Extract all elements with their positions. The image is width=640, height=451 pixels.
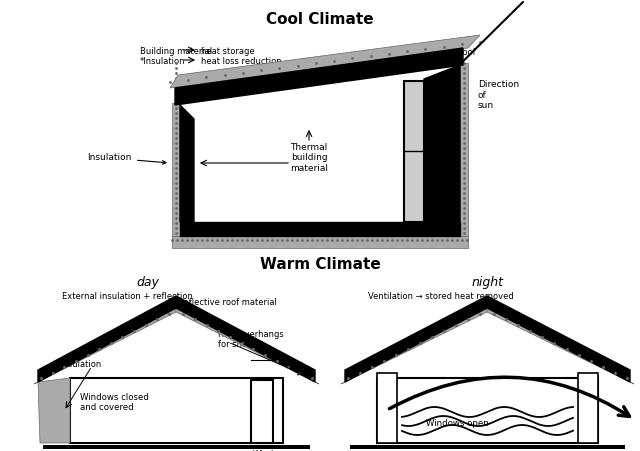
Text: Warm Climate: Warm Climate — [260, 257, 380, 272]
Bar — [578, 373, 598, 443]
Bar — [43, 445, 310, 449]
Polygon shape — [38, 296, 176, 382]
Text: Reflective roof material: Reflective roof material — [178, 298, 277, 307]
Text: Ventilation → stored heat removed: Ventilation → stored heat removed — [368, 292, 514, 301]
Polygon shape — [345, 296, 487, 382]
Text: Thermal
building
material: Thermal building material — [290, 143, 328, 173]
Polygon shape — [424, 65, 460, 222]
Text: Building material: Building material — [140, 47, 212, 56]
Polygon shape — [180, 222, 460, 236]
Polygon shape — [175, 48, 463, 105]
Text: heat loss reduction: heat loss reduction — [201, 57, 282, 66]
Bar — [70, 378, 283, 443]
Text: Windows open: Windows open — [426, 419, 488, 428]
Polygon shape — [34, 308, 176, 384]
Text: Window: Window — [412, 226, 445, 235]
Text: day: day — [136, 276, 159, 289]
Text: Insulation: Insulation — [60, 360, 101, 369]
Text: Direction
of
sun: Direction of sun — [478, 80, 519, 110]
Polygon shape — [487, 308, 634, 384]
Text: Roof overhangs
for shade: Roof overhangs for shade — [218, 330, 284, 350]
Polygon shape — [176, 308, 319, 384]
Bar — [377, 373, 397, 443]
Polygon shape — [194, 79, 424, 222]
Text: *Insulation: *Insulation — [140, 57, 186, 66]
Text: heat storage: heat storage — [201, 47, 255, 56]
Text: External insulation + reflection: External insulation + reflection — [62, 292, 193, 301]
Text: night: night — [472, 276, 504, 289]
Polygon shape — [487, 296, 630, 382]
Polygon shape — [170, 35, 480, 88]
Polygon shape — [176, 296, 315, 382]
Polygon shape — [38, 378, 70, 443]
Polygon shape — [172, 103, 180, 236]
Text: Windows closed
and covered: Windows closed and covered — [80, 393, 149, 412]
Bar — [251, 380, 273, 443]
Text: High-angled roof: High-angled roof — [405, 48, 476, 57]
Text: Insulation: Insulation — [88, 153, 166, 164]
Polygon shape — [172, 236, 468, 248]
Text: Cool Climate: Cool Climate — [266, 12, 374, 27]
Text: Window: Window — [253, 450, 286, 451]
Bar — [377, 378, 598, 443]
Bar — [404, 81, 424, 222]
Bar — [350, 445, 625, 449]
Polygon shape — [341, 308, 487, 384]
Polygon shape — [180, 105, 194, 222]
Polygon shape — [460, 63, 468, 236]
